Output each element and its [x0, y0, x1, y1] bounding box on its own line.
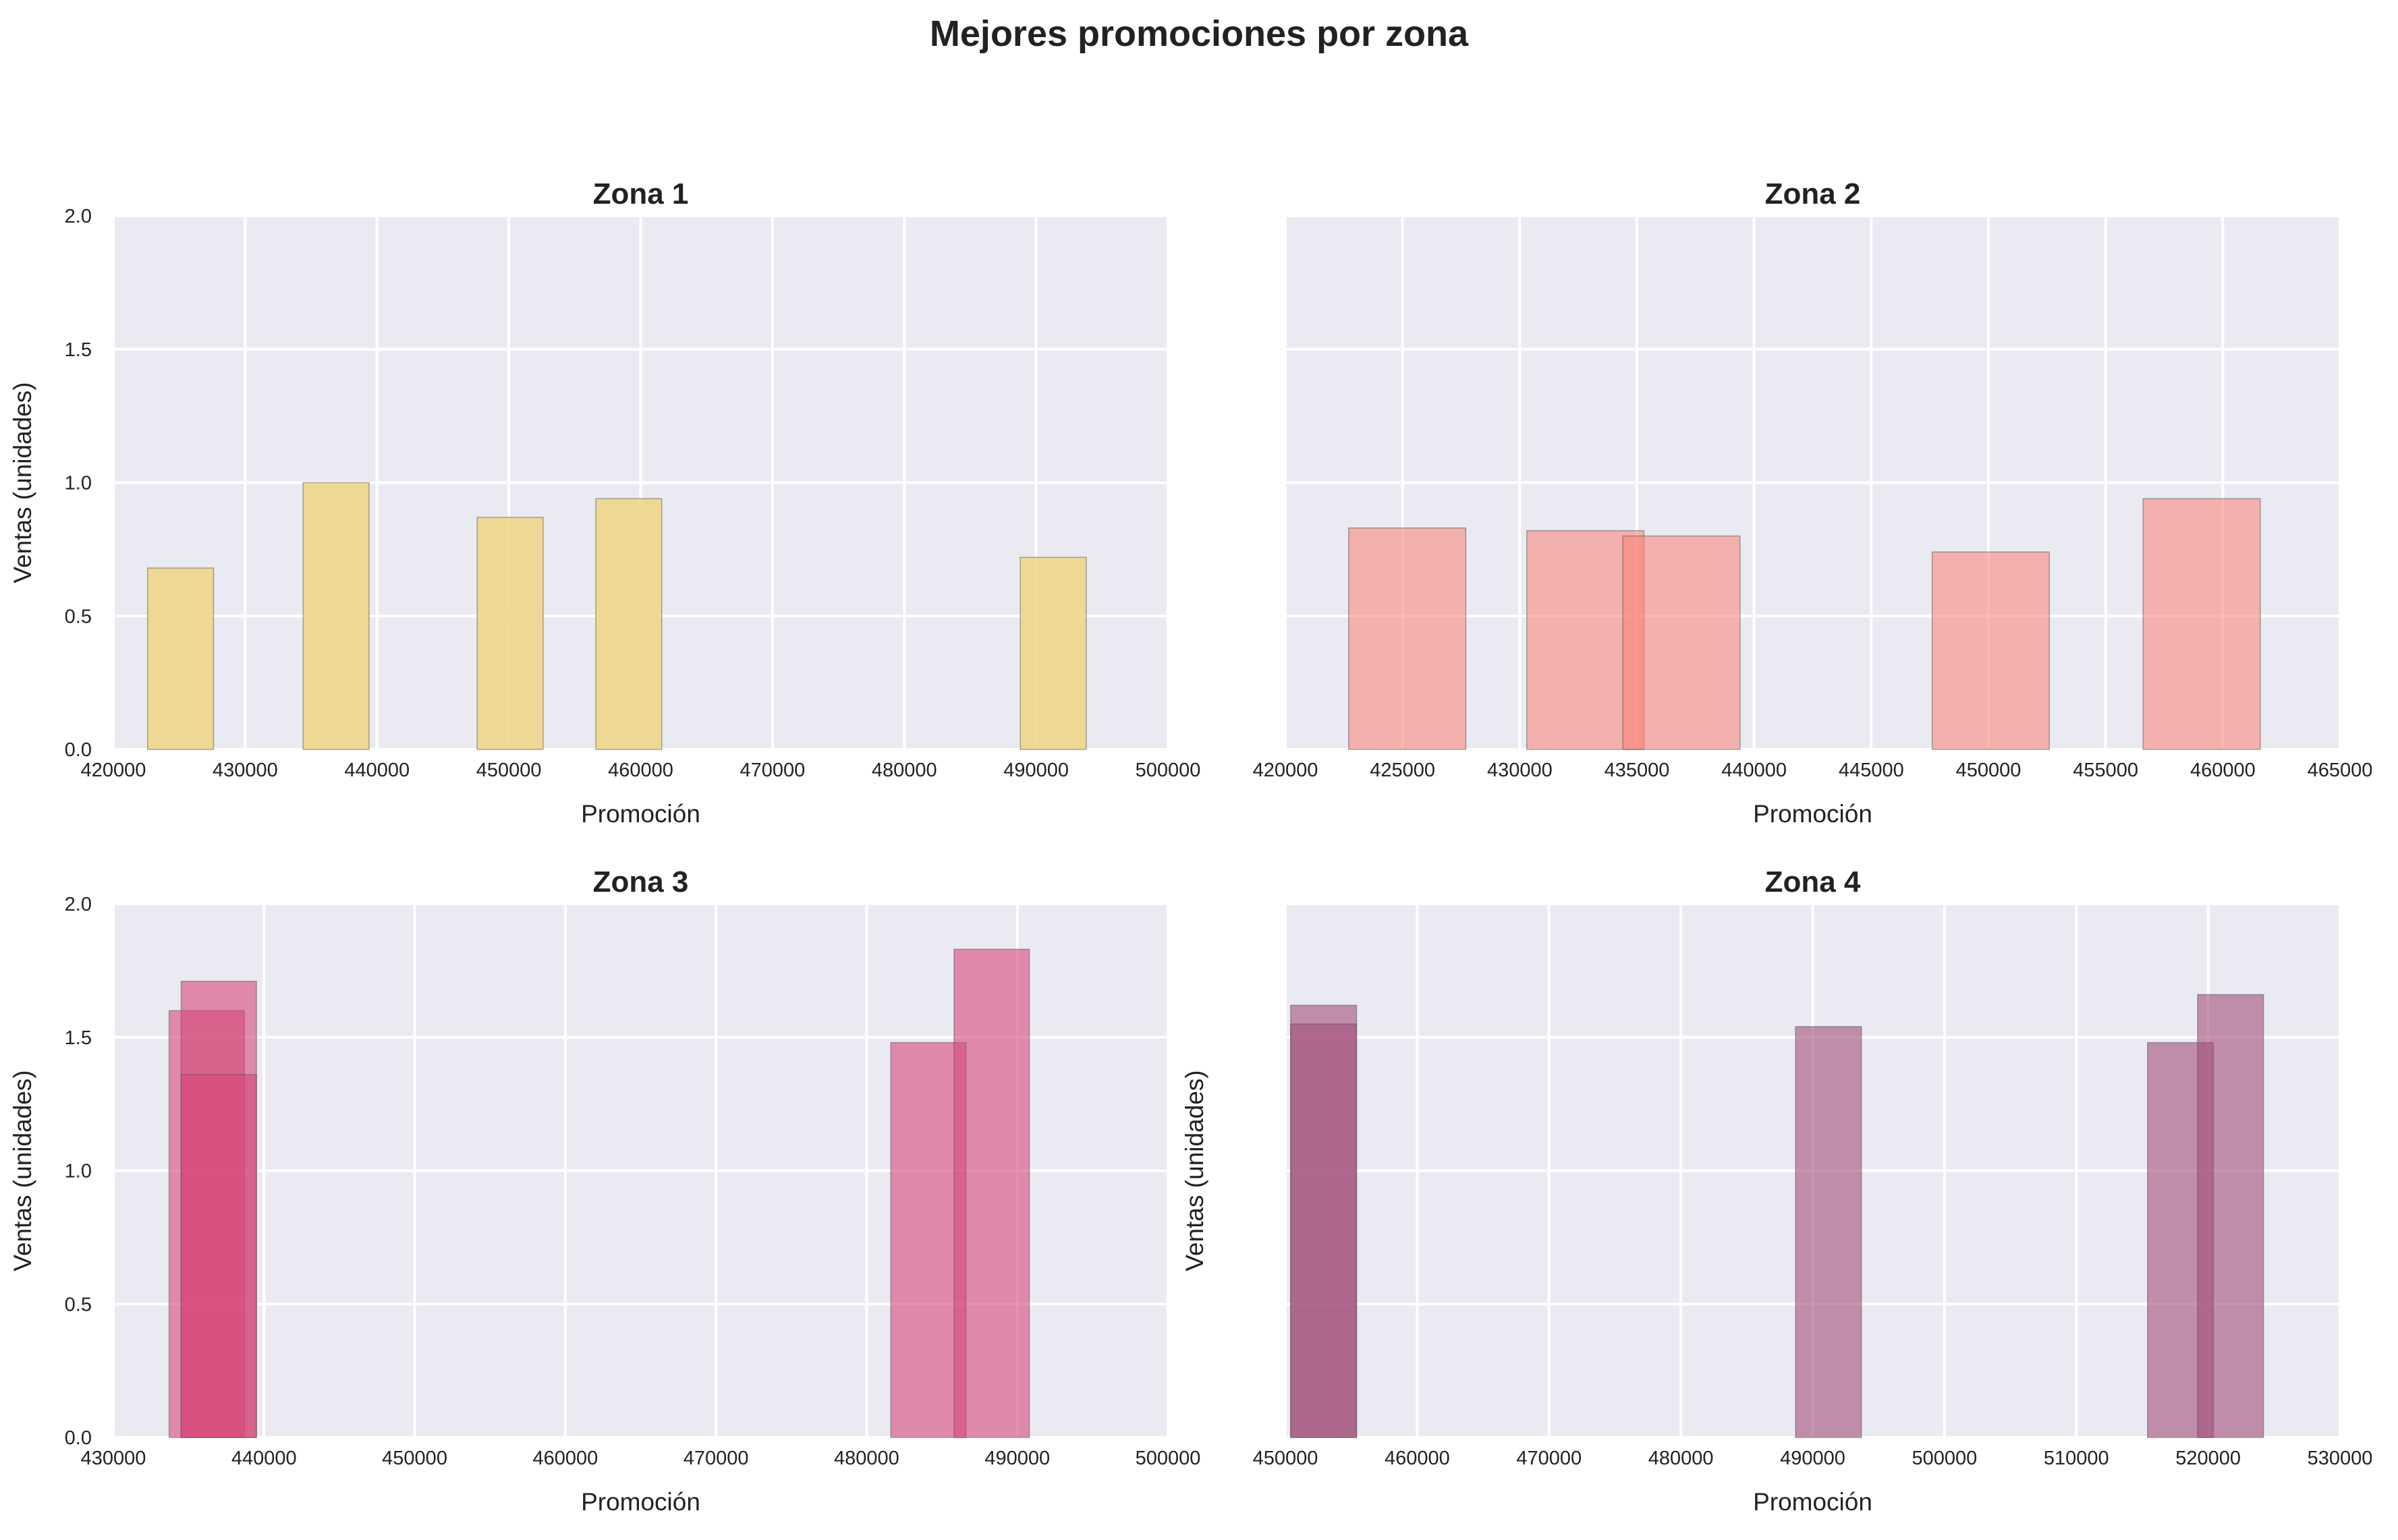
x-tick-label: 430000 [81, 1448, 146, 1469]
bar [1020, 557, 1087, 750]
x-tick-label: 440000 [231, 1448, 297, 1469]
x-tick-label: 480000 [834, 1448, 899, 1469]
bar [595, 498, 663, 750]
x-tick-label: 500000 [1136, 760, 1201, 781]
x-axis-label: Promoción [1753, 800, 1872, 828]
y-tick-label: 2.0 [65, 206, 92, 227]
y-tick-label: 1.0 [65, 1161, 92, 1182]
x-tick-label: 490000 [984, 1448, 1050, 1469]
x-tick-label: 530000 [2308, 1448, 2373, 1469]
bar [302, 482, 370, 750]
x-axis-label: Promoción [581, 800, 700, 828]
x-tick-label: 440000 [1721, 760, 1787, 781]
bar [2142, 498, 2261, 750]
y-tick-label: 0.5 [65, 1294, 92, 1315]
x-tick-label: 455000 [2073, 760, 2138, 781]
bar [1348, 527, 1467, 750]
x-tick-label: 440000 [344, 760, 410, 781]
x-tick-label: 500000 [1136, 1448, 1201, 1469]
x-tick-label: 480000 [872, 760, 937, 781]
y-axis-label: Ventas (unidades) [9, 1070, 36, 1271]
y-tick-label: 0.0 [65, 739, 92, 761]
x-tick-label: 460000 [532, 1448, 598, 1469]
y-tick-label: 1.5 [65, 339, 92, 361]
y-tick-label: 2.0 [65, 894, 92, 915]
x-tick-label: 430000 [1487, 760, 1553, 781]
bar [147, 567, 215, 750]
panel-title: Zona 4 [1765, 865, 1861, 899]
figure-suptitle: Mejores promociones por zona [930, 13, 1469, 54]
panel-title: Zona 2 [1765, 177, 1861, 210]
bar [1795, 1026, 1862, 1438]
x-tick-label: 465000 [2308, 760, 2373, 781]
x-axis-label: Promoción [581, 1488, 700, 1516]
bar [476, 517, 544, 750]
x-axis-label: Promoción [1753, 1488, 1872, 1516]
x-tick-label: 420000 [1253, 760, 1318, 781]
panel-title: Zona 1 [593, 177, 689, 210]
panel-title: Zona 3 [593, 865, 689, 899]
x-tick-label: 435000 [1605, 760, 1670, 781]
x-tick-label: 430000 [213, 760, 278, 781]
x-tick-label: 500000 [1912, 1448, 1977, 1469]
x-tick-label: 490000 [1003, 760, 1069, 781]
bar [180, 1074, 257, 1438]
bar [1290, 1023, 1358, 1438]
y-tick-label: 0.0 [65, 1427, 92, 1449]
x-tick-label: 460000 [2190, 760, 2256, 781]
x-tick-label: 460000 [608, 760, 673, 781]
x-tick-label: 450000 [1253, 1448, 1318, 1469]
y-axis-label: Ventas (unidades) [9, 382, 36, 583]
x-tick-label: 420000 [81, 760, 146, 781]
y-tick-label: 1.0 [65, 473, 92, 494]
x-tick-label: 470000 [1516, 1448, 1582, 1469]
x-tick-label: 450000 [382, 1448, 447, 1469]
x-tick-label: 520000 [2175, 1448, 2241, 1469]
bar [1931, 551, 2051, 750]
x-tick-label: 450000 [476, 760, 542, 781]
x-tick-label: 460000 [1385, 1448, 1450, 1469]
x-tick-label: 480000 [1648, 1448, 1714, 1469]
bar [2197, 994, 2264, 1438]
x-tick-label: 490000 [1780, 1448, 1845, 1469]
y-tick-label: 0.5 [65, 606, 92, 627]
y-axis-label: Ventas (unidades) [1181, 1070, 1208, 1271]
x-tick-label: 470000 [740, 760, 805, 781]
y-tick-label: 1.5 [65, 1027, 92, 1049]
x-tick-label: 470000 [684, 1448, 749, 1469]
x-tick-label: 445000 [1839, 760, 1904, 781]
x-tick-label: 510000 [2044, 1448, 2109, 1469]
x-tick-label: 425000 [1370, 760, 1435, 781]
x-tick-label: 450000 [1956, 760, 2021, 781]
bar [1622, 535, 1741, 750]
bar [953, 948, 1030, 1438]
